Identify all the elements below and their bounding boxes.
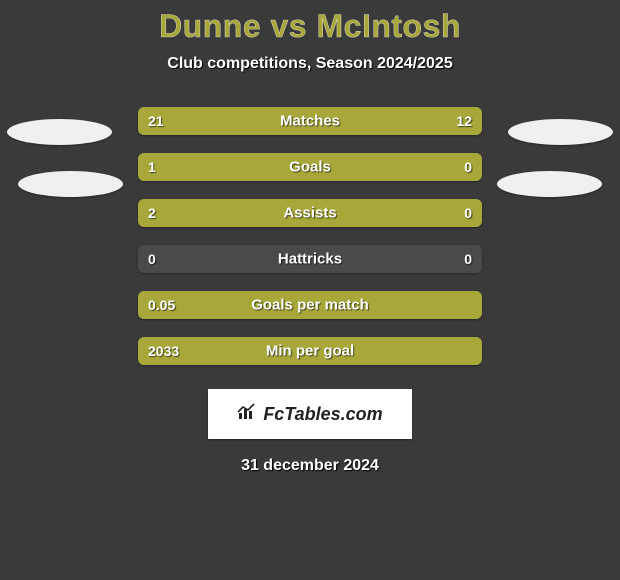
- player-b-name: McIntosh: [316, 8, 460, 44]
- comparison-chart: Matches2112 Goals10 Assists20 Hattricks00 Go…: [0, 101, 620, 381]
- bar-left: [138, 107, 351, 135]
- bar-right: [403, 153, 482, 181]
- logo: FcTables.com: [237, 403, 382, 426]
- bar-right: [310, 245, 482, 273]
- stat-row: Goals10: [138, 153, 482, 181]
- logo-text: FcTables.com: [263, 404, 382, 425]
- date-line: 31 december 2024: [0, 457, 620, 475]
- vs-word: vs: [271, 8, 308, 44]
- stat-row: Matches2112: [138, 107, 482, 135]
- bar-left: [138, 245, 310, 273]
- player-b-avatar: [508, 119, 613, 145]
- player-a-avatar-shadow: [18, 171, 123, 197]
- bar-left: [138, 199, 403, 227]
- bar-right: [351, 107, 482, 135]
- subtitle: Club competitions, Season 2024/2025: [0, 55, 620, 73]
- stat-row: Assists20: [138, 199, 482, 227]
- stat-rows: Matches2112 Goals10 Assists20 Hattricks00 Go…: [138, 107, 482, 383]
- stat-row: Hattricks00: [138, 245, 482, 273]
- bar-right: [403, 199, 482, 227]
- stat-row: Min per goal2033: [138, 337, 482, 365]
- bar-left: [138, 291, 482, 319]
- player-b-avatar-shadow: [497, 171, 602, 197]
- logo-box: FcTables.com: [208, 389, 412, 439]
- comparison-card: Dunne vs McIntosh Club competitions, Sea…: [0, 0, 620, 475]
- stat-row: Goals per match0.05: [138, 291, 482, 319]
- bar-left: [138, 153, 403, 181]
- chart-icon: [237, 403, 259, 426]
- player-a-name: Dunne: [159, 8, 261, 44]
- bar-left: [138, 337, 482, 365]
- player-a-avatar: [7, 119, 112, 145]
- page-title: Dunne vs McIntosh: [0, 8, 620, 45]
